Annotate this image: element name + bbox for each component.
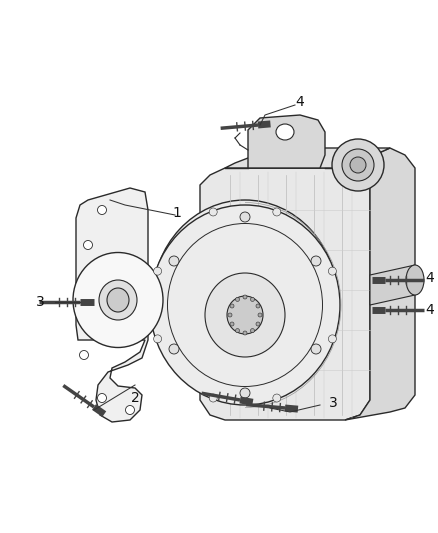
Ellipse shape bbox=[152, 200, 338, 400]
Ellipse shape bbox=[240, 212, 250, 222]
Ellipse shape bbox=[258, 313, 262, 317]
Ellipse shape bbox=[84, 240, 92, 249]
Ellipse shape bbox=[227, 296, 263, 334]
Text: 4: 4 bbox=[426, 271, 434, 285]
Ellipse shape bbox=[126, 406, 134, 415]
Ellipse shape bbox=[209, 394, 217, 402]
Ellipse shape bbox=[98, 206, 106, 214]
Polygon shape bbox=[345, 148, 415, 420]
Ellipse shape bbox=[243, 295, 247, 299]
Ellipse shape bbox=[150, 205, 340, 405]
Ellipse shape bbox=[205, 273, 285, 357]
Ellipse shape bbox=[406, 265, 424, 295]
Ellipse shape bbox=[98, 393, 106, 402]
Ellipse shape bbox=[256, 304, 260, 308]
Polygon shape bbox=[200, 168, 370, 420]
Ellipse shape bbox=[221, 274, 269, 326]
Ellipse shape bbox=[328, 267, 336, 275]
Ellipse shape bbox=[236, 328, 240, 333]
Ellipse shape bbox=[236, 297, 240, 302]
Ellipse shape bbox=[342, 149, 374, 181]
Text: 3: 3 bbox=[328, 396, 337, 410]
Ellipse shape bbox=[169, 256, 179, 266]
Ellipse shape bbox=[209, 208, 217, 216]
Ellipse shape bbox=[256, 322, 260, 326]
Polygon shape bbox=[370, 265, 415, 305]
Text: 3: 3 bbox=[35, 295, 44, 309]
Ellipse shape bbox=[273, 208, 281, 216]
Ellipse shape bbox=[311, 344, 321, 354]
Ellipse shape bbox=[240, 388, 250, 398]
Polygon shape bbox=[248, 115, 325, 168]
Ellipse shape bbox=[332, 139, 384, 191]
Ellipse shape bbox=[230, 304, 234, 308]
Ellipse shape bbox=[73, 253, 163, 348]
Ellipse shape bbox=[276, 124, 294, 140]
Ellipse shape bbox=[311, 256, 321, 266]
Ellipse shape bbox=[230, 322, 234, 326]
Ellipse shape bbox=[273, 394, 281, 402]
Ellipse shape bbox=[154, 267, 162, 275]
Text: 2: 2 bbox=[131, 391, 139, 405]
Ellipse shape bbox=[251, 297, 254, 302]
Ellipse shape bbox=[80, 351, 88, 359]
Text: 1: 1 bbox=[173, 206, 181, 220]
Ellipse shape bbox=[205, 256, 285, 344]
Ellipse shape bbox=[99, 280, 137, 320]
Ellipse shape bbox=[350, 157, 366, 173]
Text: 4: 4 bbox=[296, 95, 304, 109]
Polygon shape bbox=[225, 148, 390, 168]
Ellipse shape bbox=[169, 344, 179, 354]
Ellipse shape bbox=[107, 288, 129, 312]
Ellipse shape bbox=[154, 335, 162, 343]
Ellipse shape bbox=[328, 335, 336, 343]
Ellipse shape bbox=[243, 331, 247, 335]
Ellipse shape bbox=[228, 313, 232, 317]
Text: 4: 4 bbox=[426, 303, 434, 317]
Polygon shape bbox=[76, 188, 148, 422]
Ellipse shape bbox=[251, 328, 254, 333]
